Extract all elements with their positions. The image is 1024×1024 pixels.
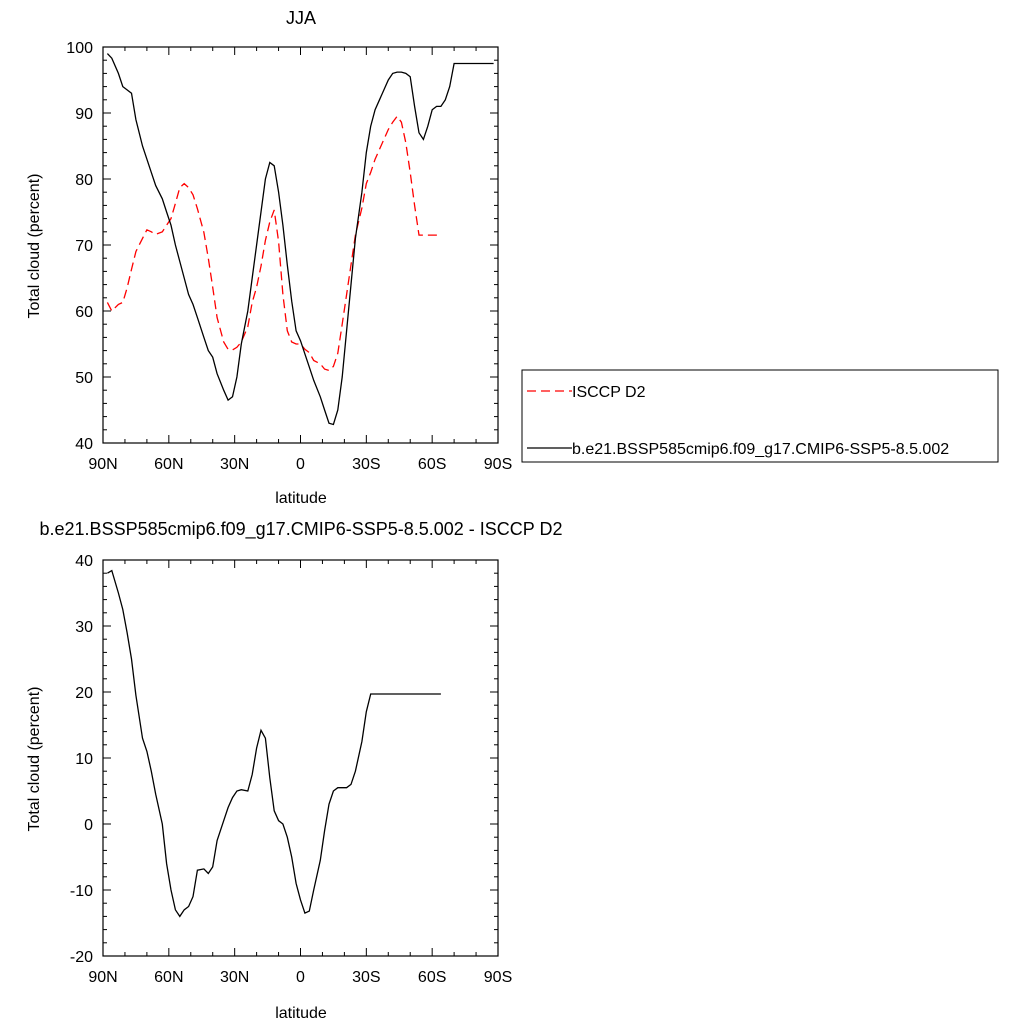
panel-bottom-x-axis-label: latitude [275,1005,327,1022]
panel0-y-tick-label: 100 [66,40,93,57]
panel1-y-tick-label: -10 [70,883,93,900]
panel0-x-tick-label: 60S [418,456,446,473]
panel1-x-tick-label: 60N [154,969,183,986]
panel0-y-tick-label: 80 [75,172,93,189]
panel1-y-tick-label: 40 [75,553,93,570]
panel0-y-tick-label: 90 [75,106,93,123]
panel1-x-tick-label: 60S [418,969,446,986]
panel0-x-tick-label: 60N [154,456,183,473]
legend-label-model: b.e21.BSSP585cmip6.f09_g17.CMIP6-SSP5-8.… [572,441,949,458]
panel1-y-tick-label: 0 [84,817,93,834]
panel1-frame [102,559,499,957]
panel0-x-tick-label: 30S [352,456,380,473]
legend: ISCCP D2 b.e21.BSSP585cmip6.f09_g17.CMIP… [521,369,999,463]
legend-box [521,369,999,463]
panel1-series-line-0 [107,569,441,918]
panel-top-y-axis-label: Total cloud (percent) [26,174,43,319]
panel1-x-tick-label: 0 [296,969,305,986]
panel1-x-tick-label: 90S [484,969,512,986]
panel-bottom-title: b.e21.BSSP585cmip6.f09_g17.CMIP6-SSP5-8.… [40,519,563,540]
panel-top-x-axis-label: latitude [275,490,327,507]
panel0-series-line-0 [106,115,441,372]
panel0-series-line-1 [106,53,494,426]
panel-top-plot-area: 90N 60N 30N 0 30S 60S 90S 40 50 60 70 80 90 100 [66,40,512,473]
panel-top: JJA 90N 60N 30N 0 30S 60S 90S 40 50 60 70 80 90 100 l… [26,8,512,507]
panel-bottom-plot-area: 90N 60N 30N 0 30S 60S 90S -20 -10 0 10 20 30 40 [70,553,512,986]
panel1-x-tick-label: 90N [88,969,117,986]
panel-bottom-y-axis-label: Total cloud (percent) [26,687,43,832]
panel0-y-tick-label: 40 [75,436,93,453]
panel0-x-tick-label: 30N [220,456,249,473]
panel1-y-tick-label: -20 [70,949,93,966]
panel0-x-tick-label: 90S [484,456,512,473]
panel-bottom: b.e21.BSSP585cmip6.f09_g17.CMIP6-SSP5-8.… [26,519,562,1022]
panel0-x-tick-label: 0 [296,456,305,473]
panel0-y-tick-label: 70 [75,238,93,255]
panel0-y-tick-label: 60 [75,304,93,321]
legend-label-isccp: ISCCP D2 [572,384,646,401]
panel1-x-tick-label: 30N [220,969,249,986]
panel0-x-tick-label: 90N [88,456,117,473]
panel1-y-tick-label: 20 [75,685,93,702]
panel1-y-tick-label: 30 [75,619,93,636]
panel1-y-tick-label: 10 [75,751,93,768]
panel-top-title: JJA [286,8,316,28]
panel1-x-tick-label: 30S [352,969,380,986]
panel0-y-tick-label: 50 [75,370,93,387]
